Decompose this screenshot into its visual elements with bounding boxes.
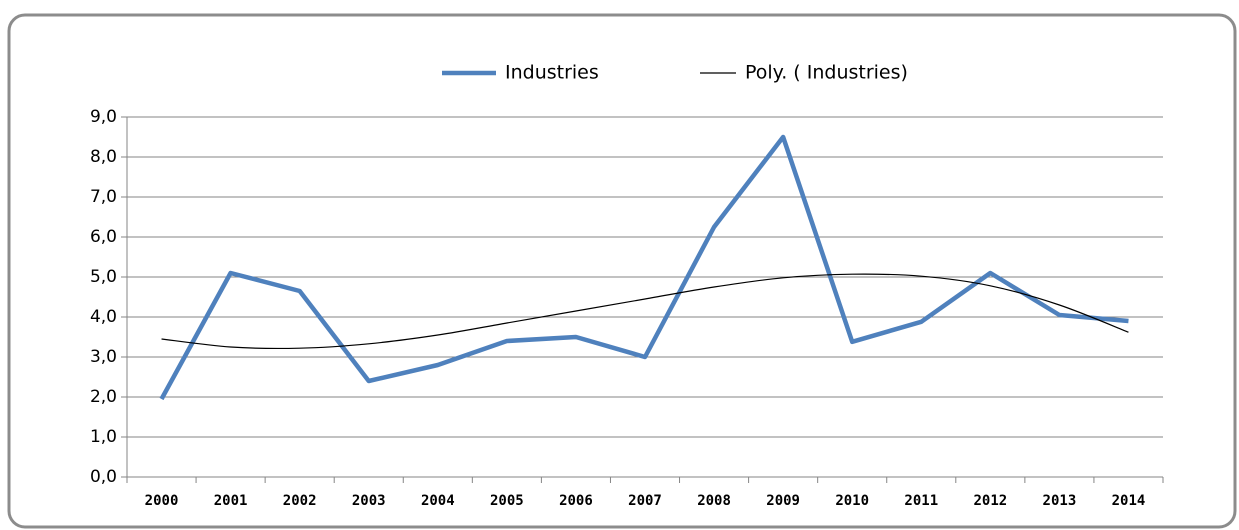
x-tick-label: 2013 xyxy=(1043,493,1077,509)
x-tick-label: 2014 xyxy=(1112,493,1146,509)
trend-line xyxy=(161,273,1129,350)
x-tick-label: 2007 xyxy=(628,493,662,509)
legend-label: Industries xyxy=(505,62,599,84)
x-tick-label: 2006 xyxy=(559,493,593,509)
y-tick-label: 7,0 xyxy=(90,187,117,207)
x-tick-label: 2004 xyxy=(421,493,455,509)
x-tick-label: 2010 xyxy=(835,493,869,509)
x-tick-label: 2012 xyxy=(973,493,1007,509)
x-tick-label: 2011 xyxy=(904,493,938,509)
y-tick-label: 9,0 xyxy=(90,107,117,127)
x-tick-label: 2002 xyxy=(283,493,317,509)
y-tick-label: 6,0 xyxy=(90,227,117,247)
y-tick-label: 8,0 xyxy=(90,147,117,167)
x-tick-label: 2001 xyxy=(214,493,248,509)
y-tick-label: 0,0 xyxy=(90,467,117,487)
x-tick-label: 2005 xyxy=(490,493,524,509)
x-tick-label: 2009 xyxy=(766,493,800,509)
x-tick-label: 2000 xyxy=(145,493,179,509)
y-tick-label: 4,0 xyxy=(90,307,117,327)
x-tick-label: 2008 xyxy=(697,493,731,509)
y-tick-label: 3,0 xyxy=(90,347,117,367)
y-tick-label: 1,0 xyxy=(90,427,117,447)
data-line xyxy=(159,134,1129,401)
legend-label: Poly. ( Industries) xyxy=(745,62,908,84)
chart-frame xyxy=(7,13,1237,529)
y-tick-label: 2,0 xyxy=(90,387,117,407)
y-tick-label: 5,0 xyxy=(90,267,117,287)
x-tick-label: 2003 xyxy=(352,493,386,509)
